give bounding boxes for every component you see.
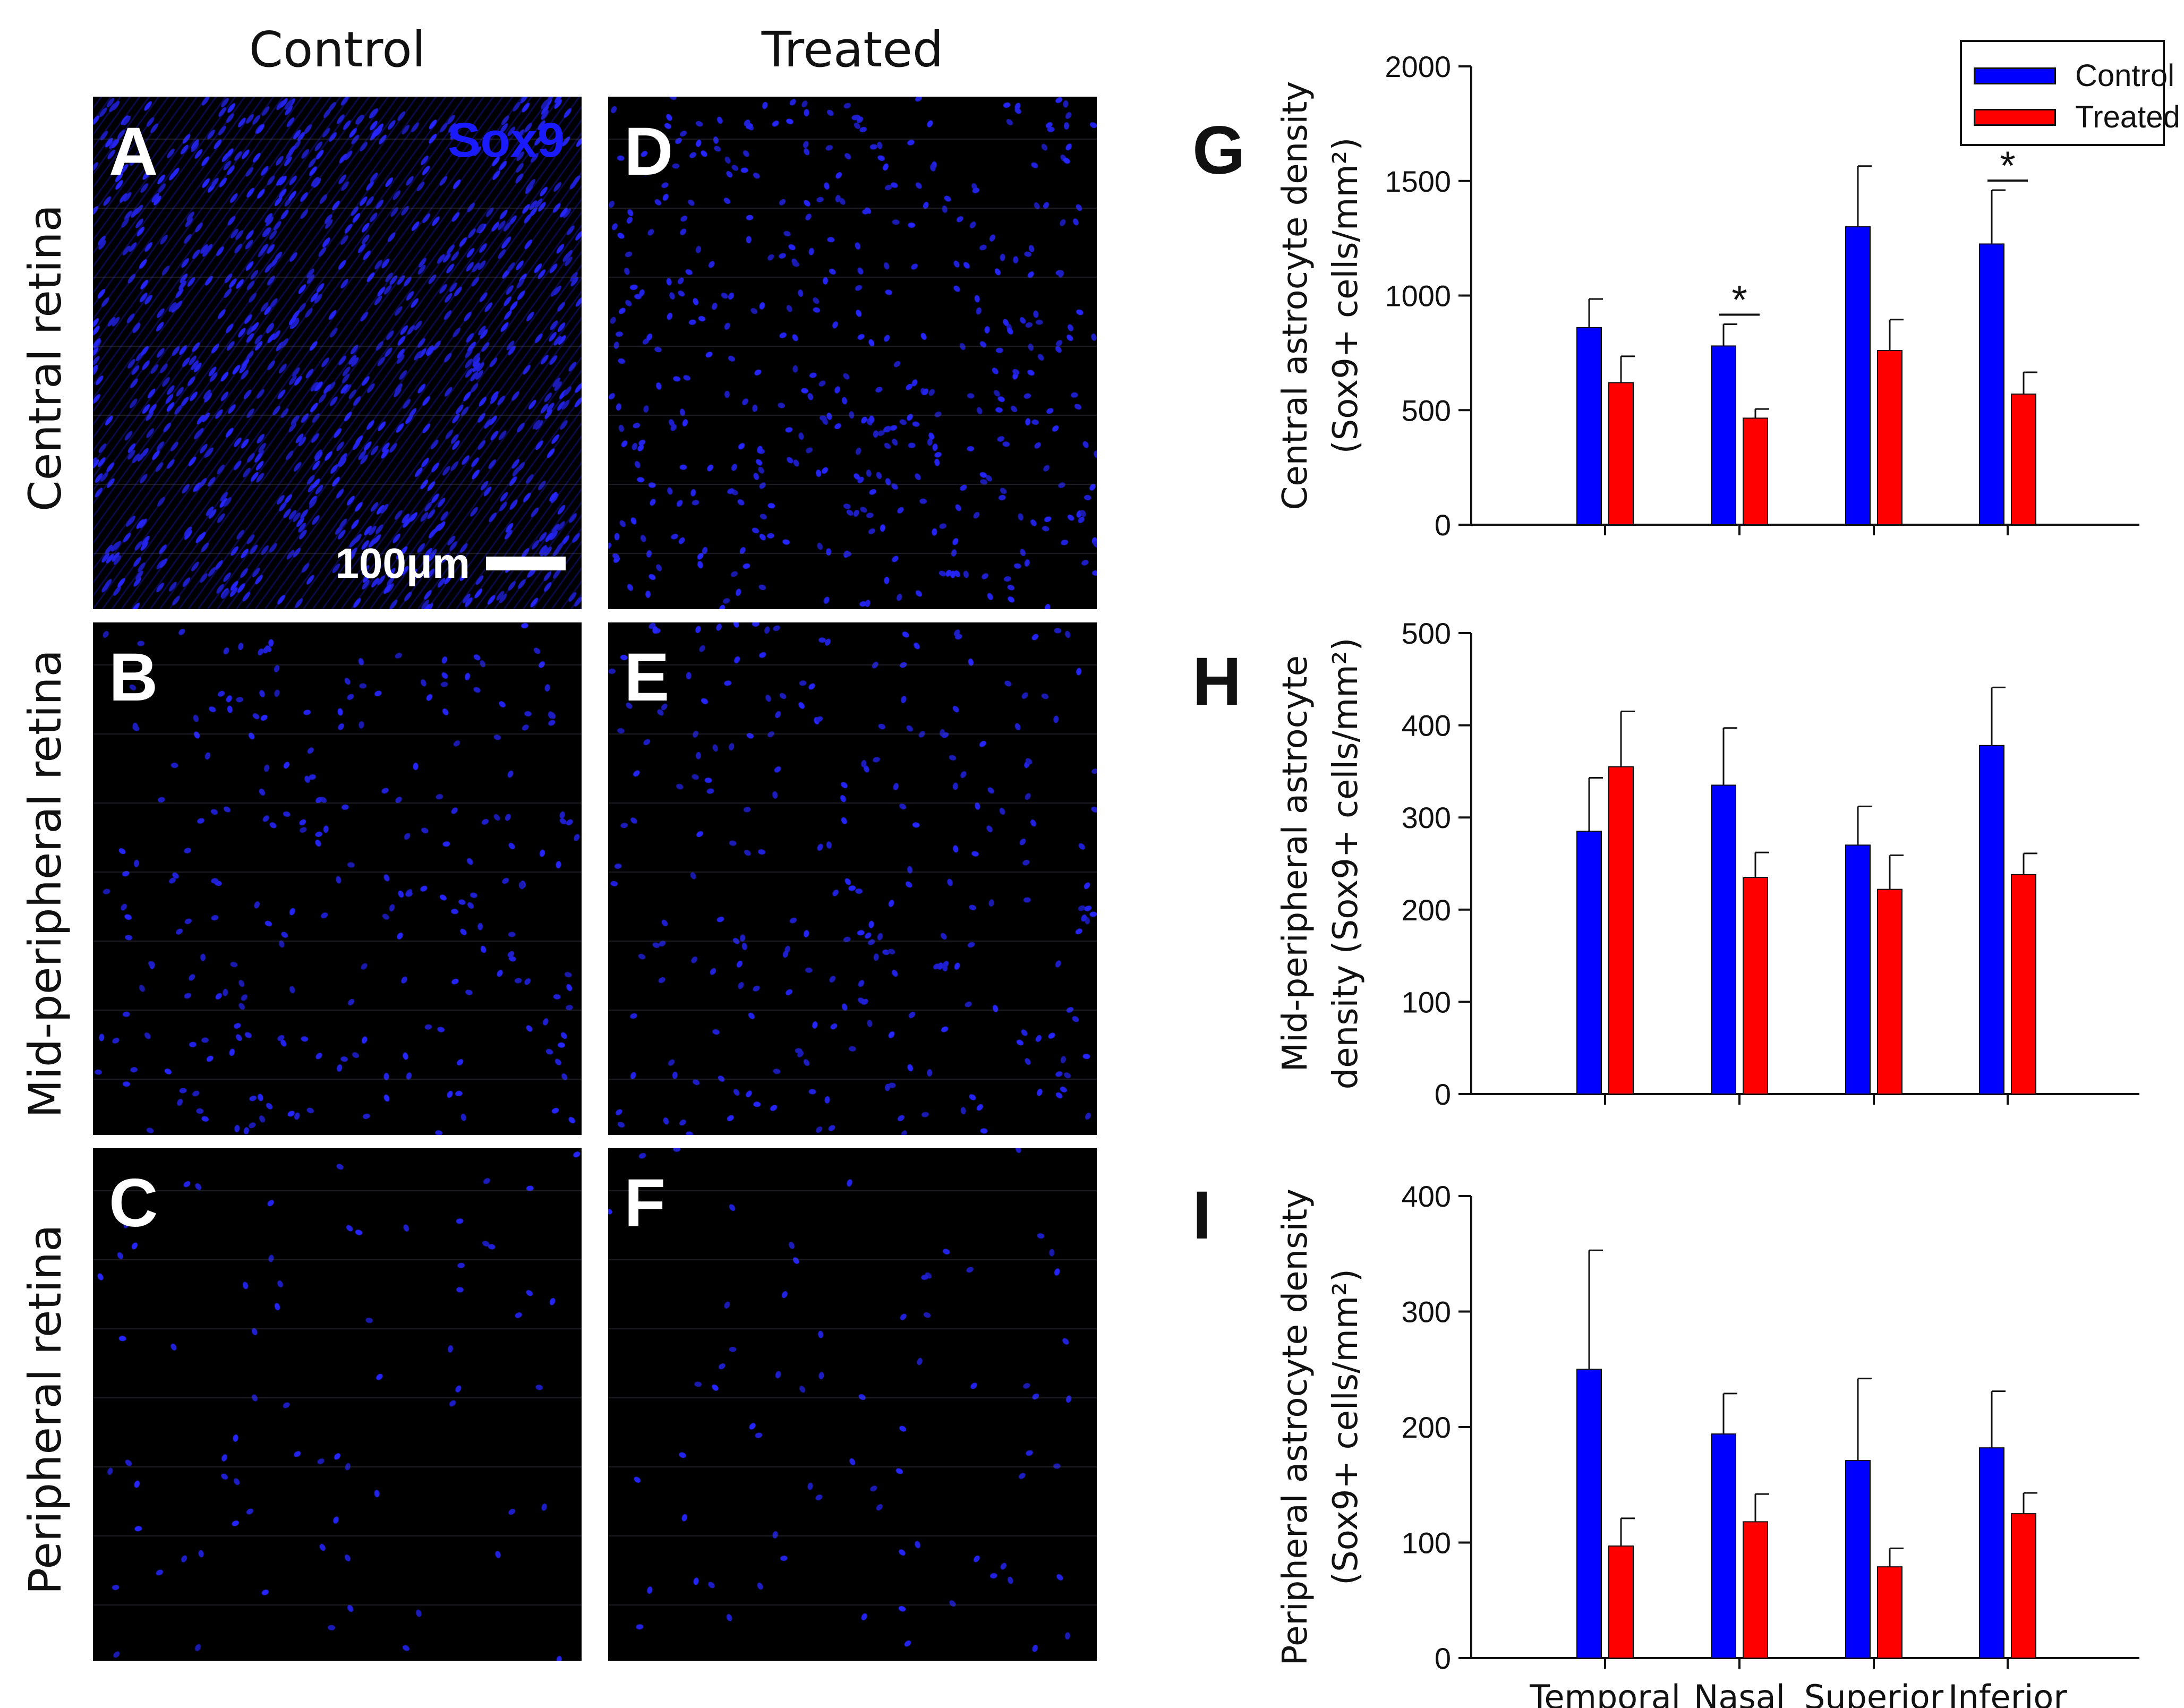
chart-g-bar-control bbox=[1576, 327, 1602, 525]
chart-g-bar-treated bbox=[1877, 350, 1903, 525]
panel-letter: B bbox=[109, 639, 158, 715]
chart-i-y-tick-label: 400 bbox=[1402, 1180, 1451, 1213]
chart-h-y-tick-label: 0 bbox=[1435, 1078, 1451, 1111]
scale-bar-label: 100μm bbox=[335, 540, 470, 587]
chart-i-x-label: Superior bbox=[1804, 1678, 1944, 1708]
chart-i-bar-control bbox=[1576, 1369, 1602, 1659]
chart-i-x-label: Inferior bbox=[1948, 1678, 2067, 1708]
chart-legend: Control Treated bbox=[1960, 40, 2180, 146]
chart-i-x-label: Temporal bbox=[1529, 1678, 1680, 1708]
chart-g-y-title-line1: Central astrocyte density bbox=[1276, 81, 1315, 510]
chart-i-bar-treated bbox=[1743, 1521, 1768, 1659]
column-header-control: Control bbox=[249, 21, 426, 78]
panel-letter: F bbox=[624, 1165, 666, 1241]
micrograph-panel-f: F bbox=[608, 1148, 1097, 1661]
chart-h-bar-treated bbox=[2011, 874, 2036, 1095]
chart-h-bar-treated bbox=[1877, 889, 1903, 1095]
chart-i-y-tick-label: 0 bbox=[1435, 1642, 1451, 1675]
scale-bar: 100μm bbox=[335, 539, 566, 588]
chart-i-y-title-line1: Peripheral astrocyte density bbox=[1276, 1189, 1315, 1666]
micrograph-panel-c: C bbox=[93, 1148, 582, 1661]
chart-i-y-tick-label: 100 bbox=[1402, 1526, 1451, 1560]
micrograph-image bbox=[93, 97, 582, 609]
micrograph-image bbox=[608, 1148, 1097, 1661]
chart-h-y-title-line1: Mid-peripheral astrocyte bbox=[1276, 655, 1315, 1072]
micrograph-image bbox=[608, 97, 1097, 609]
chart-h-bar-control bbox=[1845, 844, 1871, 1095]
chart-letter-g: G bbox=[1192, 113, 1245, 189]
micrograph-image bbox=[93, 1148, 582, 1661]
chart-g-y-tick-label: 1500 bbox=[1385, 165, 1451, 198]
chart-g-significance-star: * bbox=[2000, 143, 2016, 189]
panel-letter: C bbox=[109, 1165, 158, 1241]
chart-i-bar-control bbox=[1979, 1447, 2004, 1659]
chart-i-bar-treated bbox=[1608, 1545, 1634, 1659]
chart-h-bar-control bbox=[1711, 784, 1736, 1095]
chart-g-bar-treated bbox=[1743, 417, 1768, 525]
chart-g-significance-star: * bbox=[1731, 277, 1747, 322]
chart-g-y-tick-label: 500 bbox=[1402, 394, 1451, 427]
column-header-treated: Treated bbox=[761, 21, 944, 78]
chart-g-bar-control bbox=[1979, 243, 2004, 526]
chart-i-x-label: Nasal bbox=[1694, 1678, 1785, 1708]
chart-i-bar-control bbox=[1845, 1460, 1871, 1659]
chart-g-bar-control bbox=[1711, 345, 1736, 525]
chart-letter-i: I bbox=[1192, 1177, 1212, 1253]
chart-g-y-title-line2: (Sox9+ cells/mm²) bbox=[1326, 138, 1366, 454]
chart-h-bar-control bbox=[1979, 745, 2004, 1095]
chart-letter-h: H bbox=[1192, 644, 1242, 720]
panel-letter: E bbox=[624, 639, 670, 715]
micrograph-image bbox=[93, 622, 582, 1135]
chart-g-y-tick-label: 0 bbox=[1435, 508, 1451, 542]
micrograph-panel-b: B bbox=[93, 622, 582, 1135]
chart-i-y-tick-label: 200 bbox=[1402, 1411, 1451, 1444]
legend-entry-control: Control bbox=[1974, 58, 2174, 93]
chart-g-bar-treated bbox=[1608, 382, 1634, 525]
micrograph-panel-e: E bbox=[608, 622, 1097, 1135]
chart-g-bar-control bbox=[1845, 226, 1871, 525]
chart-h-y-tick-label: 100 bbox=[1402, 985, 1451, 1019]
chart-h-bar-control bbox=[1576, 831, 1602, 1095]
micrograph-panel-d: D bbox=[608, 97, 1097, 609]
scale-bar-line bbox=[486, 557, 566, 570]
stain-label: Sox9 bbox=[448, 113, 565, 167]
chart-g-y-tick-label: 1000 bbox=[1385, 279, 1451, 313]
chart-i-bar-control bbox=[1711, 1433, 1736, 1659]
chart-h-y-tick-label: 500 bbox=[1402, 617, 1451, 650]
chart-i-bar-treated bbox=[1877, 1566, 1903, 1659]
chart-h-y-tick-label: 200 bbox=[1402, 893, 1451, 927]
legend-label-control: Control bbox=[2075, 58, 2174, 93]
legend-label-treated: Treated bbox=[2075, 100, 2180, 134]
legend-entry-treated: Treated bbox=[1974, 99, 2180, 135]
chart-g-y-tick-label: 2000 bbox=[1385, 50, 1451, 83]
chart-h-bar-treated bbox=[1743, 877, 1768, 1095]
micrograph-panel-a: A Sox9 100μm bbox=[93, 97, 582, 609]
legend-swatch-control bbox=[1974, 67, 2056, 84]
chart-i-y-title-line2: (Sox9+ cells/mm²) bbox=[1326, 1269, 1366, 1585]
chart-h-y-tick-label: 400 bbox=[1402, 709, 1451, 742]
chart-h-y-title-line2: density (Sox9+ cells/mm²) bbox=[1326, 638, 1366, 1090]
legend-swatch-treated bbox=[1974, 108, 2056, 126]
chart-h-bar-treated bbox=[1608, 766, 1634, 1095]
micrograph-image bbox=[608, 622, 1097, 1135]
chart-i-y-tick-label: 300 bbox=[1402, 1295, 1451, 1329]
chart-g-bar-treated bbox=[2011, 394, 2036, 525]
panel-letter: D bbox=[624, 114, 673, 190]
chart-i-bar-treated bbox=[2011, 1513, 2036, 1659]
panel-letter: A bbox=[109, 114, 158, 190]
chart-h-y-tick-label: 300 bbox=[1402, 801, 1451, 834]
